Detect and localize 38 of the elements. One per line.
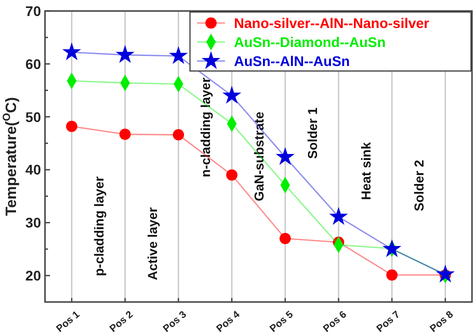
x-tick-label: Pos 1 — [54, 308, 82, 334]
legend-label: AuSn--AlN--AuSn — [234, 53, 350, 69]
point — [329, 206, 348, 225]
point — [62, 42, 82, 60]
annotation: p-cladding layer — [91, 176, 106, 276]
y-tick-label: 60 — [25, 56, 42, 72]
y-tick-label: 20 — [25, 268, 42, 284]
point — [116, 45, 134, 63]
point — [280, 232, 291, 244]
x-tick-label: Pos 6 — [321, 308, 350, 334]
point — [386, 269, 398, 281]
point — [172, 129, 184, 140]
x-tick-label: Pos 3 — [161, 308, 190, 334]
point — [169, 46, 188, 64]
x-tick-label: Pos 2 — [108, 308, 136, 334]
annotation: Heat sink — [358, 141, 374, 200]
point — [222, 86, 242, 104]
point — [382, 239, 402, 258]
y-tick-label: 70 — [25, 3, 42, 19]
point — [226, 169, 238, 181]
annotation: n-cladding layer — [198, 78, 214, 178]
x-tick-label: Pos 7 — [374, 308, 403, 334]
x-tick-label: Pos 4 — [214, 308, 243, 334]
y-tick-label: 40 — [25, 162, 42, 178]
point — [119, 128, 131, 140]
y-tick-label: 50 — [25, 108, 42, 125]
annotation: Solder 2 — [412, 160, 427, 212]
annotation: GaN-substrate — [252, 112, 266, 202]
annotation: Active layer — [144, 207, 160, 280]
x-tick-label: Pos 5 — [268, 308, 296, 334]
legend-label: Nano-silver--AlN--Nano-silver — [234, 15, 430, 31]
point — [66, 120, 78, 132]
point — [276, 147, 295, 166]
legend-label: AuSn--Diamond--AuSn — [234, 34, 386, 50]
annotation: Solder 1 — [304, 108, 320, 159]
x-tick-label: Pos 8 — [428, 308, 456, 334]
point — [436, 264, 455, 282]
y-tick-label: 30 — [25, 214, 42, 231]
